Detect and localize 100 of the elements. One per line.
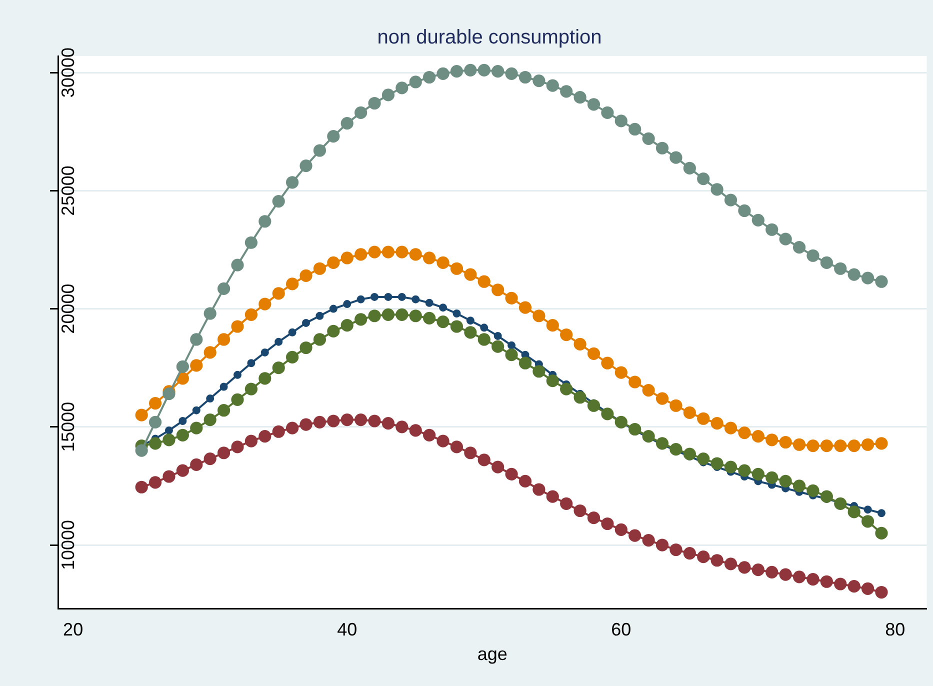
point (382, 308, 395, 321)
point (313, 333, 326, 346)
chart-title: non durable consumption (377, 26, 602, 49)
point (258, 372, 272, 385)
point (508, 341, 516, 350)
point (478, 275, 490, 288)
point (752, 564, 764, 576)
point (834, 578, 847, 590)
point (505, 468, 518, 480)
point (560, 85, 573, 98)
point (546, 79, 559, 92)
point (779, 568, 792, 581)
point (697, 452, 710, 466)
point (164, 426, 173, 434)
point (710, 554, 724, 567)
point (492, 284, 504, 296)
point (464, 446, 477, 460)
point (724, 460, 738, 474)
point (505, 348, 518, 362)
point (574, 391, 586, 404)
point (642, 534, 655, 547)
point (204, 452, 216, 466)
point (492, 65, 504, 78)
point (792, 241, 806, 254)
point (162, 388, 176, 400)
point (480, 324, 488, 332)
point (792, 480, 806, 492)
point (396, 420, 408, 434)
point (300, 341, 312, 354)
point (436, 434, 450, 448)
x-axis-title: age (477, 644, 508, 664)
y-tick-label: 10000 (58, 520, 78, 570)
point (766, 471, 778, 484)
point (423, 70, 436, 84)
point (601, 408, 614, 420)
point (176, 464, 189, 477)
point (587, 347, 600, 360)
point (396, 308, 408, 321)
point (574, 504, 586, 518)
point (806, 249, 820, 262)
point (478, 333, 490, 346)
point (779, 474, 792, 488)
point (518, 301, 532, 314)
y-tick-label: 30000 (58, 48, 78, 98)
point (861, 515, 874, 528)
point (300, 160, 312, 172)
point (834, 439, 847, 452)
point (861, 582, 874, 596)
point (478, 64, 490, 76)
x-tick-label: 60 (611, 620, 632, 640)
point (274, 338, 283, 346)
point (190, 422, 203, 434)
point (628, 122, 642, 136)
point (231, 440, 244, 454)
point (738, 464, 751, 477)
point (532, 365, 546, 378)
point (806, 572, 820, 586)
point (614, 416, 628, 428)
point (820, 490, 833, 503)
point (190, 333, 203, 346)
point (148, 416, 162, 428)
point (354, 414, 368, 426)
point (439, 304, 448, 312)
point (412, 295, 420, 304)
point (340, 117, 354, 130)
point (450, 320, 464, 333)
point (343, 300, 352, 308)
point (834, 262, 847, 275)
point (231, 320, 244, 333)
point (875, 275, 888, 288)
point (204, 414, 216, 426)
x-tick-label: 80 (885, 620, 906, 640)
point (217, 446, 230, 460)
x-tick-label: 40 (337, 620, 358, 640)
point (464, 326, 477, 339)
point (628, 529, 642, 542)
point (779, 232, 792, 246)
point (176, 360, 189, 373)
point (656, 538, 669, 552)
x-tick-label: 20 (63, 620, 84, 640)
point (656, 437, 669, 450)
point (382, 88, 395, 102)
point (244, 434, 258, 448)
point (601, 106, 614, 119)
point (217, 404, 230, 417)
point (272, 425, 285, 438)
point (244, 382, 258, 396)
point (148, 437, 162, 450)
point (875, 437, 888, 450)
point (288, 328, 296, 336)
point (135, 480, 148, 494)
point (396, 246, 408, 258)
point (450, 440, 464, 454)
point (574, 91, 586, 104)
point (628, 376, 642, 388)
point (176, 428, 189, 442)
point (861, 272, 874, 284)
point (409, 310, 422, 322)
point (300, 418, 312, 431)
point (398, 292, 406, 301)
